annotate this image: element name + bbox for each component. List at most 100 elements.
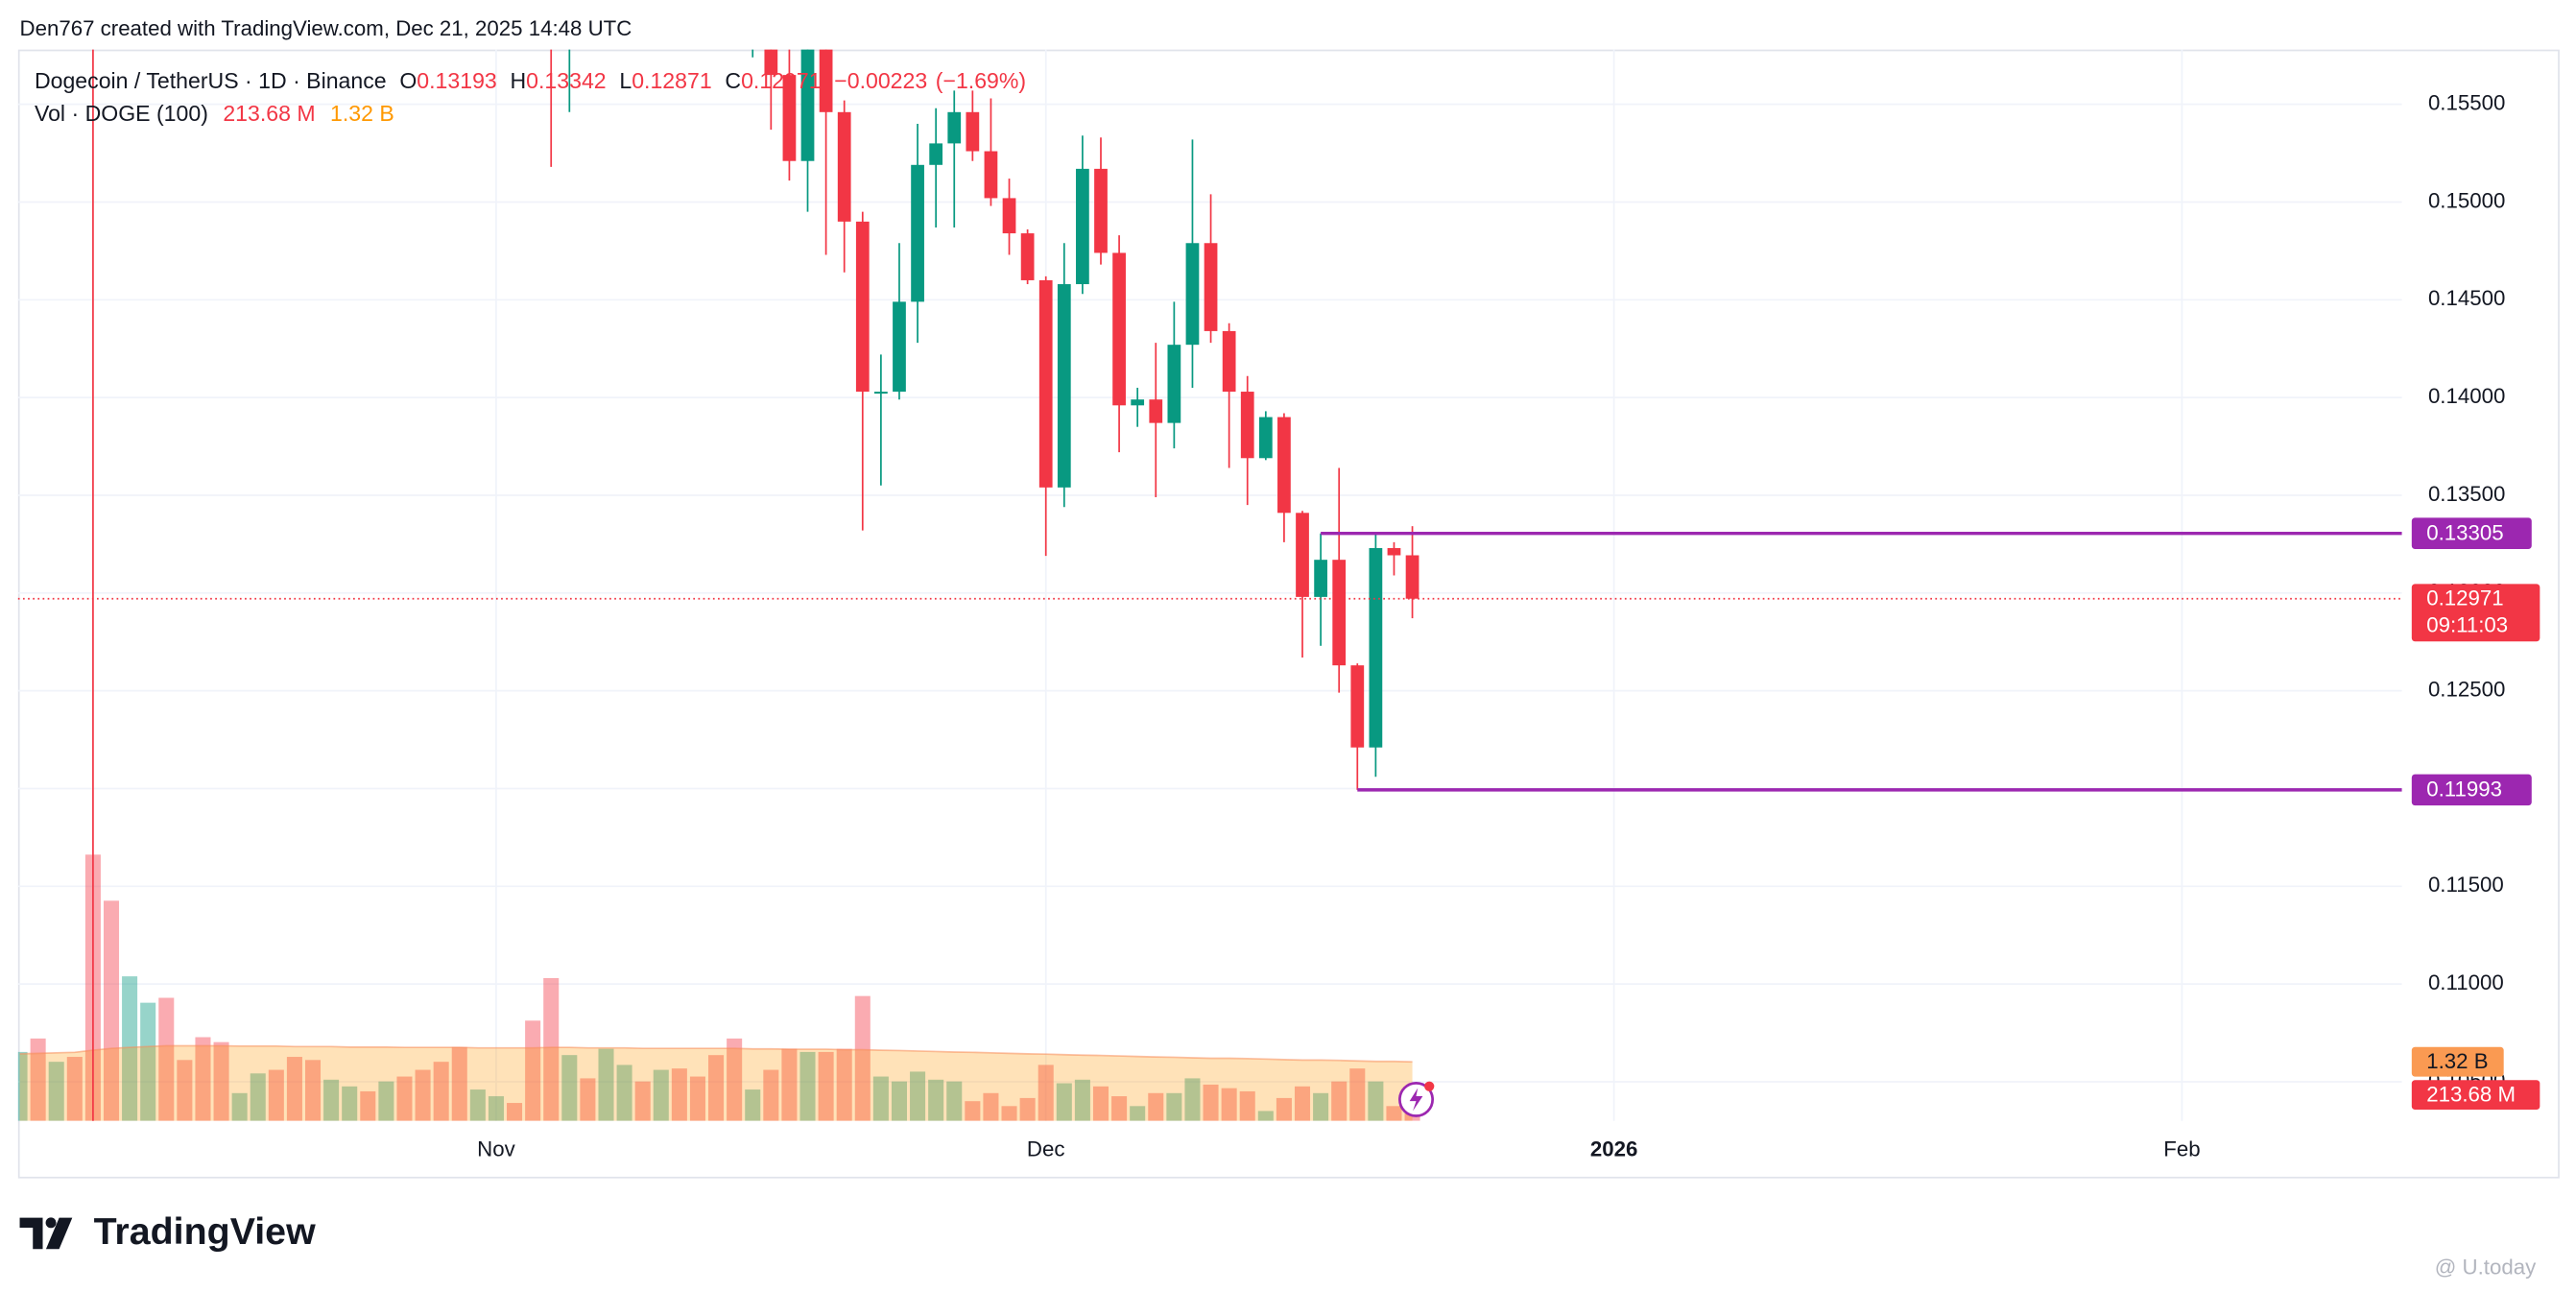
volume-bar: [891, 1081, 907, 1121]
volume-name: Vol · DOGE (100): [35, 101, 208, 126]
candle-body: [1002, 198, 1016, 234]
candle-body: [1387, 547, 1401, 556]
watermark: @ U.today: [2435, 1256, 2537, 1280]
level-label: 0.13305: [2426, 520, 2503, 544]
candle-body: [1258, 417, 1273, 459]
candle-body: [1076, 168, 1089, 285]
volume-bar: [268, 1069, 284, 1121]
legend-change: −0.00223: [834, 68, 927, 93]
candle-body: [855, 221, 870, 393]
volume-bar: [781, 1048, 798, 1121]
y-tick-label: 0.14500: [2428, 286, 2505, 310]
x-tick-label: 2026: [1590, 1136, 1638, 1160]
alert-icon[interactable]: [1398, 1081, 1435, 1117]
volume-bar: [48, 1062, 64, 1121]
y-tick-label: 0.14000: [2428, 384, 2505, 408]
volume-bar: [305, 1060, 322, 1121]
legend-key: O: [399, 68, 417, 93]
level-label: 0.11993: [2426, 778, 2502, 802]
volume-bar: [1130, 1106, 1146, 1121]
y-tick-label: 0.15500: [2428, 91, 2505, 115]
x-tick-label: Nov: [477, 1136, 515, 1160]
symbol: Dogecoin / TetherUS · 1D · Binance: [35, 68, 387, 93]
volume-value: 213.68 M: [223, 101, 315, 126]
volume-bar: [653, 1069, 669, 1121]
volume-bar: [177, 1060, 193, 1121]
volume-bar: [965, 1101, 981, 1121]
volume-bar: [689, 1076, 705, 1121]
volume-bar: [415, 1069, 431, 1121]
candle-body: [893, 301, 906, 393]
candle-body: [911, 164, 924, 302]
volume-bar: [1148, 1092, 1164, 1121]
volume-legend: Vol · DOGE (100) 213.68 M 1.32 B: [35, 101, 394, 126]
volume-bar: [872, 1076, 889, 1121]
candle-body: [929, 143, 943, 165]
volume-bar: [1276, 1097, 1292, 1121]
volume-bar: [323, 1079, 340, 1121]
volume-bar: [1386, 1106, 1402, 1121]
candle-body: [947, 111, 962, 144]
candle-body: [1131, 399, 1145, 406]
volume-bar: [763, 1069, 779, 1121]
volume-bar: [488, 1096, 504, 1121]
candle-body: [1369, 547, 1383, 748]
candle-body: [1185, 243, 1200, 346]
volume-ma-box: [2411, 1046, 2504, 1077]
candle-body: [800, 49, 815, 161]
x-tick-label: Feb: [2163, 1136, 2200, 1160]
candle-body: [1112, 252, 1126, 406]
candle-body: [837, 111, 851, 222]
volume-bar: [1349, 1068, 1366, 1121]
plot-area: [17, 49, 1420, 1121]
volume-bar: [1019, 1097, 1036, 1121]
candle-body: [1038, 279, 1053, 488]
volume-bar: [634, 1081, 651, 1121]
volume-bar: [342, 1086, 358, 1121]
candle-body: [1332, 560, 1347, 666]
y-tick-label: 0.11500: [2428, 873, 2504, 897]
y-tick-label: 0.15000: [2428, 188, 2505, 212]
volume-ma-value: 1.32 B: [330, 101, 394, 126]
volume-ma-line: [19, 1044, 1413, 1064]
candle-body: [1149, 399, 1163, 423]
legend-key: C: [725, 68, 741, 93]
volume-bar: [158, 997, 175, 1121]
brand-logo: [19, 1217, 73, 1250]
volume-bar: [1368, 1081, 1384, 1121]
overlay: 0.105000.110000.115000.120000.125000.130…: [17, 91, 2540, 1160]
volume-bar: [1184, 1078, 1201, 1121]
volume-bar: [708, 1055, 725, 1121]
volume-bar: [1001, 1106, 1017, 1121]
volume-bar: [745, 1089, 761, 1121]
chart-frame: [17, 49, 2560, 1179]
countdown-label: 09:11:03: [2426, 613, 2508, 637]
y-tick-label: 0.12500: [2428, 678, 2505, 702]
candle-body: [984, 151, 998, 199]
candle-body: [1405, 555, 1419, 599]
volume-bar: [30, 1038, 46, 1121]
volume-bar: [946, 1081, 963, 1121]
legend: Dogecoin / TetherUS · 1D · Binance O0.131…: [35, 68, 1026, 93]
legend-value: 0.13193: [417, 68, 496, 93]
volume-bar: [213, 1041, 229, 1121]
candle-body: [1222, 330, 1236, 393]
volume-bar: [1166, 1092, 1182, 1121]
candle-body: [782, 75, 797, 161]
volume-bar: [17, 1051, 28, 1121]
candle-body: [966, 111, 980, 152]
volume-bar: [1038, 1065, 1054, 1121]
volume-bar: [727, 1038, 743, 1121]
volume-bar: [561, 1055, 578, 1121]
volume-bar: [66, 1057, 83, 1121]
volume-bar: [598, 1048, 614, 1121]
candle-body: [819, 49, 833, 112]
volume-bar: [818, 1051, 834, 1121]
volume-bar: [250, 1073, 266, 1121]
volume-bar: [1331, 1081, 1348, 1121]
candle-body: [1240, 392, 1254, 459]
volume-bar: [671, 1068, 687, 1121]
volume-bar: [360, 1090, 376, 1121]
